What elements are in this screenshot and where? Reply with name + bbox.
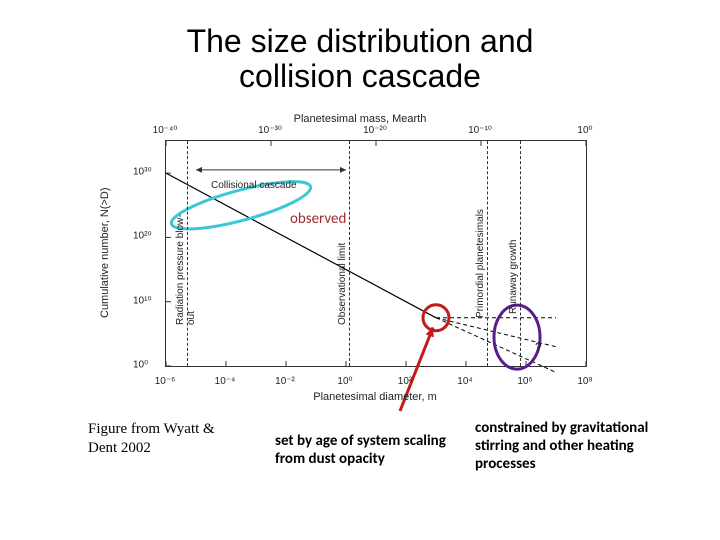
- chart-container: Planetesimal mass, Mearth Cumulative num…: [105, 115, 615, 405]
- x-bottom-tick: 10⁰: [337, 376, 352, 387]
- plot-svg: [166, 141, 586, 366]
- vline: [349, 141, 350, 366]
- y-axis-label: Cumulative number, N(>D): [99, 140, 113, 365]
- x-bottom-tick: 10⁶: [517, 376, 532, 387]
- question-mark: ?: [535, 340, 542, 354]
- x-top-tick: 10⁻³⁰: [258, 125, 282, 136]
- x-top-tick: 10⁻²⁰: [363, 125, 387, 136]
- x-bottom-tick: 10⁴: [457, 376, 472, 387]
- figure-credit: Figure from Wyatt & Dent 2002: [88, 420, 238, 458]
- x-bottom-tick: 10⁻²: [275, 376, 295, 387]
- y-tick: 10³⁰: [133, 167, 151, 178]
- title-line2: collision cascade: [239, 58, 481, 94]
- title-line1: The size distribution and: [187, 23, 534, 59]
- x-top-tick: 10⁻¹⁰: [468, 125, 492, 136]
- y-tick: 10⁰: [133, 360, 148, 371]
- observed-annotation: observed: [290, 210, 346, 228]
- vline-label: Primordial planetesimals: [475, 198, 486, 318]
- vline-label: Runaway growth: [508, 194, 519, 314]
- x-bottom-tick: 10²: [398, 376, 412, 387]
- x-top-axis-label: Planetesimal mass, Mearth: [105, 113, 615, 125]
- vline: [487, 141, 488, 366]
- x-top-tick: 10⁰: [577, 125, 592, 136]
- y-tick: 10¹⁰: [133, 295, 151, 306]
- x-top-tick: 10⁻⁴⁰: [153, 125, 178, 136]
- x-bottom-tick: 10⁸: [577, 376, 592, 387]
- vline-label: Radiation pressure blow-out: [175, 205, 197, 325]
- cascade-label: Collisional cascade: [211, 180, 297, 191]
- caption-right: constrained by gravitational stirring an…: [475, 419, 675, 473]
- y-tick: 10²⁰: [133, 231, 151, 242]
- vline: [520, 141, 521, 366]
- x-bottom-tick: 10⁻⁶: [155, 376, 176, 387]
- plot-area: Radiation pressure blow-outObservational…: [165, 140, 587, 367]
- slide-title: The size distribution and collision casc…: [0, 24, 720, 94]
- x-bottom-axis-label: Planetesimal diameter, m: [165, 391, 585, 403]
- slide: The size distribution and collision casc…: [0, 0, 720, 540]
- x-bottom-tick: 10⁻⁴: [215, 376, 236, 387]
- caption-middle: set by age of system scaling from dust o…: [275, 432, 455, 468]
